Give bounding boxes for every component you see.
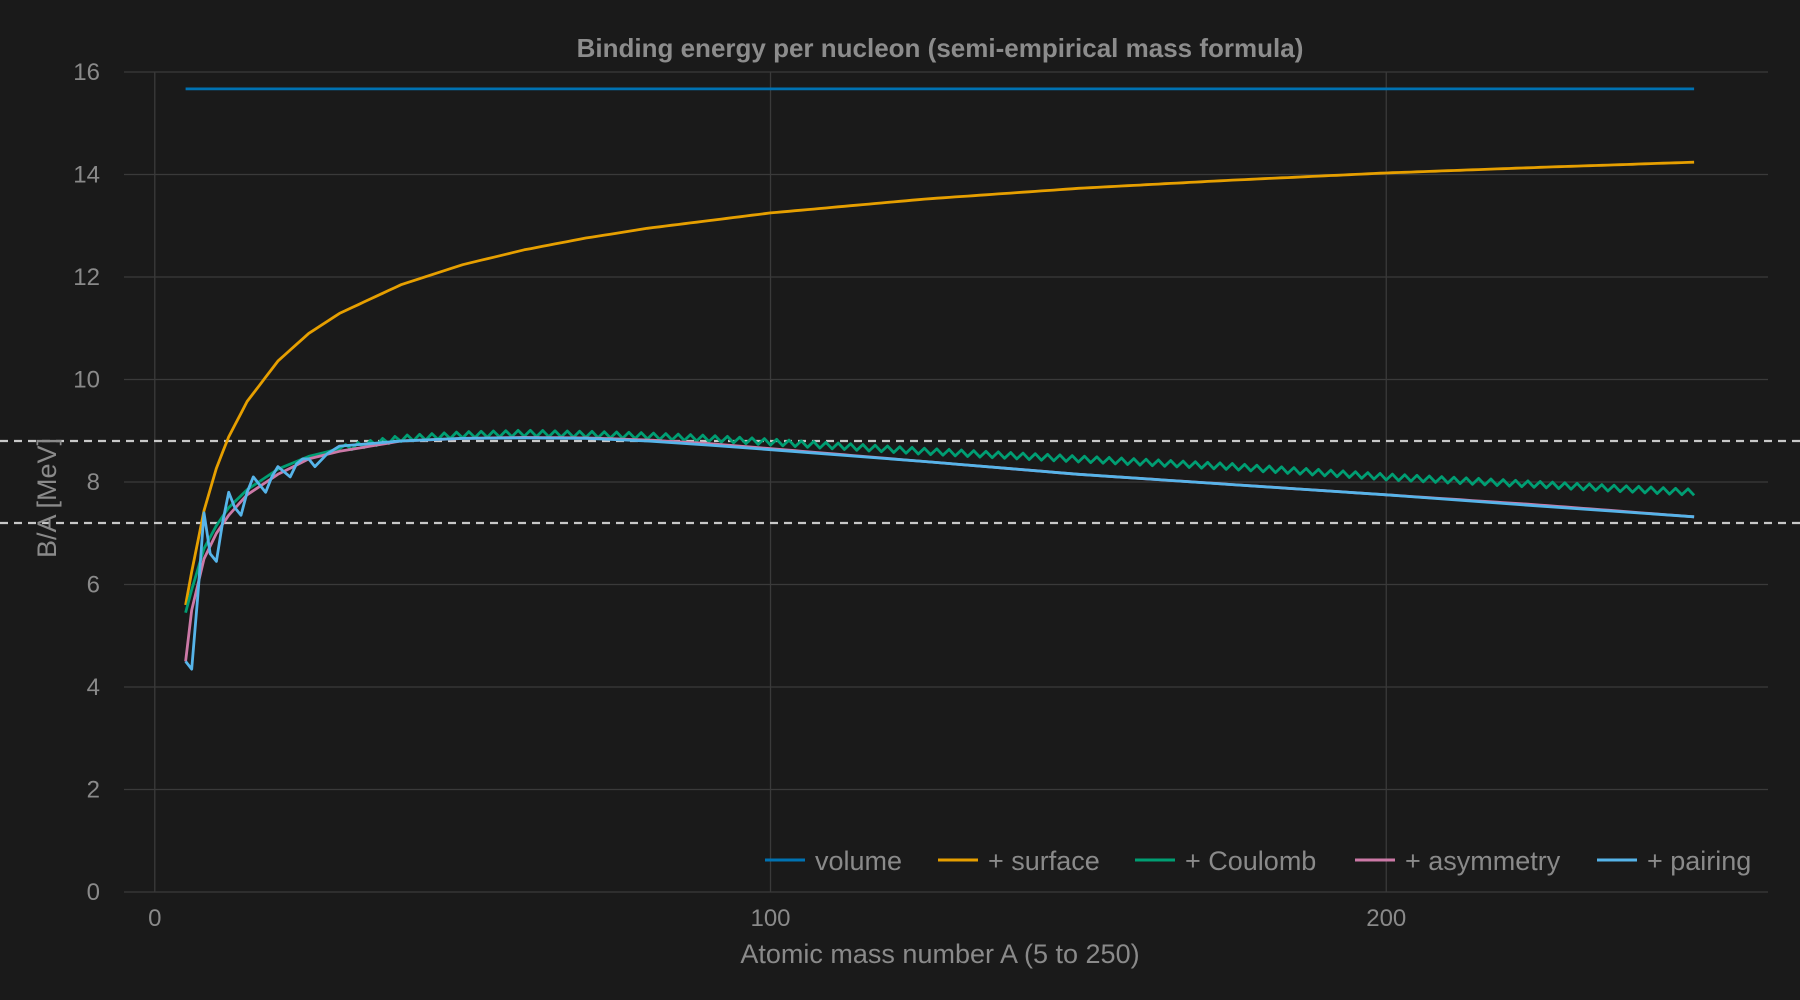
grid [124,71,1768,893]
legend-label: + asymmetry [1405,846,1561,876]
y-tick-label: 2 [87,777,100,804]
chart-title: Binding energy per nucleon (semi-empiric… [577,33,1304,63]
legend-label: + surface [988,846,1100,876]
y-tick-label: 6 [87,572,100,599]
x-tick-label: 200 [1366,905,1406,932]
reference-lines [0,439,1800,525]
y-tick-label: 16 [73,59,100,86]
series-line-surface [184,160,1695,606]
y-tick-label: 4 [87,674,100,701]
series-line-asymmetry [184,436,1695,662]
series-line-pairing [184,436,1695,671]
legend-label: + pairing [1647,846,1751,876]
y-tick-label: 0 [87,879,100,906]
y-tick-label: 12 [73,264,100,291]
tick-labels: 0 2 4 6 8 10 12 14 16 0 100 200 [73,59,1406,932]
y-tick-label: 10 [73,367,100,394]
y-tick-label: 8 [87,469,100,496]
x-axis-label: Atomic mass number A (5 to 250) [740,939,1139,969]
x-tick-label: 0 [148,905,161,932]
x-tick-label: 100 [750,905,790,932]
legend-label: volume [815,846,902,876]
series-line-coulomb [184,428,1696,614]
y-tick-label: 14 [73,162,100,189]
legend-label: + Coulomb [1185,846,1316,876]
legend: volume + surface + Coulomb + asymmetry + pai… [765,846,1751,876]
y-axis-label: B/A [MeV] [32,438,62,558]
series-lines [184,87,1696,671]
